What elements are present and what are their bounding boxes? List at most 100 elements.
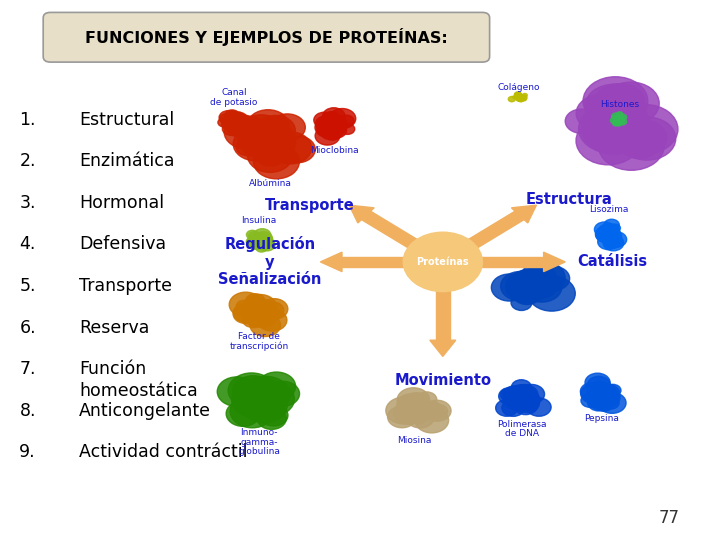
Polygon shape bbox=[342, 256, 414, 267]
Circle shape bbox=[595, 226, 618, 242]
Circle shape bbox=[503, 386, 528, 404]
Circle shape bbox=[597, 390, 610, 399]
Text: Factor de
transcripción: Factor de transcripción bbox=[230, 332, 289, 352]
Circle shape bbox=[228, 373, 275, 408]
Circle shape bbox=[243, 378, 280, 406]
Circle shape bbox=[511, 384, 538, 404]
Circle shape bbox=[618, 114, 626, 120]
Circle shape bbox=[618, 118, 626, 125]
Text: Enzimática: Enzimática bbox=[79, 152, 175, 170]
Text: Canal
de potasio: Canal de potasio bbox=[210, 88, 258, 106]
Text: Inmuno-
gamma-
globulina: Inmuno- gamma- globulina bbox=[238, 428, 280, 456]
Circle shape bbox=[251, 235, 263, 244]
Circle shape bbox=[518, 96, 524, 100]
Text: Colágeno: Colágeno bbox=[497, 83, 540, 92]
Circle shape bbox=[522, 272, 562, 302]
Circle shape bbox=[229, 112, 248, 126]
Text: Función
homeostática: Función homeostática bbox=[79, 360, 198, 400]
Circle shape bbox=[261, 299, 288, 319]
Circle shape bbox=[233, 376, 274, 407]
Circle shape bbox=[505, 271, 549, 302]
Circle shape bbox=[580, 382, 604, 400]
Text: Estructural: Estructural bbox=[79, 111, 174, 129]
Circle shape bbox=[603, 396, 619, 409]
Text: Hormonal: Hormonal bbox=[79, 194, 164, 212]
Circle shape bbox=[600, 230, 618, 242]
Circle shape bbox=[513, 394, 529, 406]
Circle shape bbox=[605, 227, 618, 237]
Circle shape bbox=[516, 395, 539, 413]
Circle shape bbox=[590, 393, 612, 410]
Circle shape bbox=[508, 97, 516, 102]
Circle shape bbox=[323, 108, 345, 125]
Circle shape bbox=[601, 228, 621, 243]
Polygon shape bbox=[511, 205, 536, 223]
Circle shape bbox=[595, 389, 610, 401]
Circle shape bbox=[582, 105, 648, 154]
Circle shape bbox=[616, 116, 625, 123]
Circle shape bbox=[315, 116, 336, 132]
Circle shape bbox=[227, 111, 238, 119]
Circle shape bbox=[247, 110, 289, 141]
Circle shape bbox=[279, 136, 315, 163]
Circle shape bbox=[612, 104, 678, 154]
Circle shape bbox=[242, 310, 265, 328]
Circle shape bbox=[259, 404, 288, 426]
Text: Albúmina: Albúmina bbox=[248, 179, 292, 188]
Circle shape bbox=[598, 389, 620, 406]
Circle shape bbox=[511, 295, 532, 310]
Circle shape bbox=[248, 235, 258, 244]
Circle shape bbox=[259, 237, 269, 245]
Circle shape bbox=[322, 114, 333, 123]
Circle shape bbox=[603, 233, 620, 246]
Circle shape bbox=[603, 227, 618, 238]
Polygon shape bbox=[472, 256, 544, 267]
Circle shape bbox=[236, 300, 253, 313]
Circle shape bbox=[583, 77, 648, 125]
Circle shape bbox=[225, 115, 239, 126]
Circle shape bbox=[238, 386, 278, 416]
Circle shape bbox=[258, 239, 275, 251]
Circle shape bbox=[500, 388, 518, 401]
Circle shape bbox=[613, 119, 621, 125]
Circle shape bbox=[523, 98, 526, 101]
Circle shape bbox=[341, 124, 355, 134]
Circle shape bbox=[222, 123, 240, 136]
Circle shape bbox=[246, 308, 264, 321]
Circle shape bbox=[256, 307, 271, 318]
Circle shape bbox=[602, 231, 617, 242]
Circle shape bbox=[339, 115, 354, 126]
Circle shape bbox=[579, 105, 643, 153]
Text: Anticongelante: Anticongelante bbox=[79, 402, 211, 420]
Circle shape bbox=[528, 276, 575, 311]
Text: Movimiento: Movimiento bbox=[395, 373, 491, 388]
Text: 9.: 9. bbox=[19, 443, 36, 461]
Circle shape bbox=[591, 99, 638, 134]
Circle shape bbox=[595, 384, 620, 403]
Polygon shape bbox=[461, 211, 524, 253]
Text: Actividad contráctil: Actividad contráctil bbox=[79, 443, 248, 461]
Circle shape bbox=[516, 279, 539, 296]
Circle shape bbox=[232, 384, 276, 417]
Circle shape bbox=[603, 235, 624, 251]
Circle shape bbox=[238, 115, 284, 149]
Circle shape bbox=[266, 381, 300, 406]
Circle shape bbox=[387, 406, 416, 428]
Circle shape bbox=[499, 387, 522, 405]
Circle shape bbox=[585, 113, 632, 149]
Circle shape bbox=[515, 392, 531, 404]
Circle shape bbox=[616, 116, 623, 122]
Circle shape bbox=[521, 95, 525, 98]
Circle shape bbox=[256, 307, 276, 321]
Circle shape bbox=[588, 381, 611, 399]
FancyBboxPatch shape bbox=[43, 12, 490, 62]
Circle shape bbox=[254, 237, 271, 250]
Circle shape bbox=[598, 234, 618, 249]
Circle shape bbox=[257, 387, 283, 406]
Circle shape bbox=[250, 314, 281, 336]
Circle shape bbox=[586, 114, 639, 154]
Circle shape bbox=[329, 109, 356, 129]
Text: Mioclobina: Mioclobina bbox=[310, 146, 359, 155]
Circle shape bbox=[394, 402, 423, 424]
Circle shape bbox=[332, 115, 345, 125]
